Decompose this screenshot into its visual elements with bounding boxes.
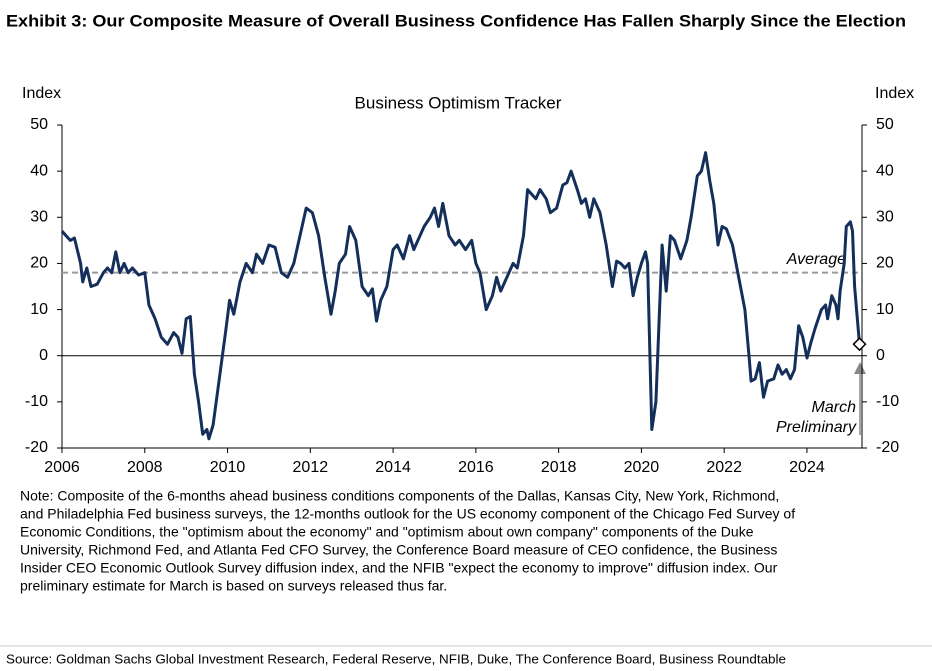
- x-tick-label: 2012: [293, 459, 329, 476]
- y2-tick-label: 40: [876, 162, 894, 179]
- y2-tick-label: 10: [876, 301, 894, 318]
- x-tick-label: 2008: [127, 459, 163, 476]
- note-line: Insider CEO Economic Outlook Survey diff…: [20, 560, 778, 576]
- x-tick-label: 2020: [624, 459, 660, 476]
- y2-axis-label: Index: [875, 85, 914, 102]
- note-line: preliminary estimate for March is based …: [20, 578, 447, 594]
- series-line: [60, 151, 861, 441]
- chart-subtitle: Business Optimism Tracker: [355, 93, 562, 112]
- y2-tick-label: -10: [876, 393, 899, 410]
- y-tick-label: -10: [25, 393, 48, 410]
- y-axis-label: Index: [22, 85, 61, 102]
- y2-tick-label: 20: [876, 255, 894, 272]
- y-tick-label: 40: [30, 162, 48, 179]
- note-line: Economic Conditions, the "optimism about…: [20, 524, 754, 540]
- y2-tick-label: 30: [876, 209, 894, 226]
- x-tick-label: 2006: [44, 459, 80, 476]
- chart-title: Exhibit 3: Our Composite Measure of Over…: [6, 11, 906, 30]
- y-tick-label: 20: [30, 255, 48, 272]
- y2-tick-label: 50: [876, 116, 894, 133]
- x-tick-label: 2024: [789, 459, 825, 476]
- note-line: Note: Composite of the 6-months ahead bu…: [20, 488, 779, 504]
- y-tick-label: 30: [30, 209, 48, 226]
- annotation: March: [812, 399, 857, 416]
- note-line: and Philadelphia Fed business surveys, t…: [20, 506, 795, 522]
- annotation: Preliminary: [776, 419, 857, 436]
- x-tick-label: 2022: [706, 459, 742, 476]
- y2-tick-label: -20: [876, 439, 899, 456]
- average-label: Average: [786, 251, 846, 268]
- x-tick-label: 2014: [375, 459, 411, 476]
- source: Source: Goldman Sachs Global Investment …: [6, 651, 786, 666]
- y-tick-label: 10: [30, 301, 48, 318]
- y2-tick-label: 0: [876, 347, 885, 364]
- x-tick-label: 2018: [541, 459, 577, 476]
- y-tick-label: 0: [39, 347, 48, 364]
- x-tick-label: 2010: [210, 459, 246, 476]
- y-tick-label: 50: [30, 116, 48, 133]
- note-line: University, Richmond Fed, and Atlanta Fe…: [20, 542, 777, 558]
- last-point-marker: [852, 337, 867, 352]
- y-tick-label: -20: [25, 439, 48, 456]
- x-tick-label: 2016: [458, 459, 494, 476]
